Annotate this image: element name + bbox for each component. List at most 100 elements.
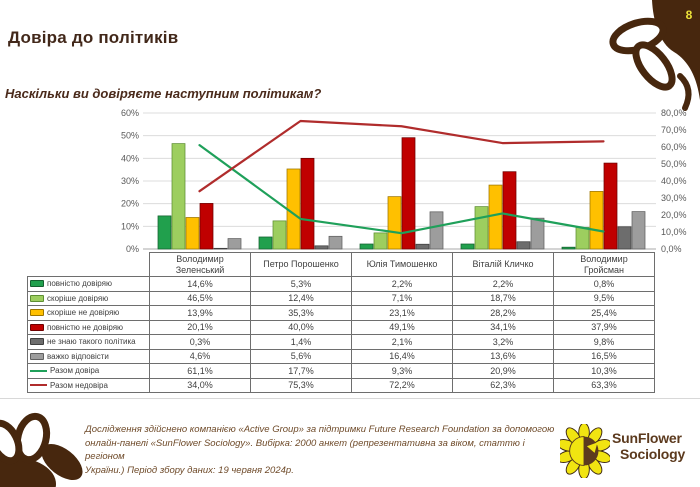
logo-text: SunFlower Sociology: [612, 430, 685, 462]
bar: [415, 243, 430, 250]
value-cell: 3,2%: [452, 334, 554, 350]
value-cell: 37,9%: [553, 319, 655, 335]
column-header: Віталій Кличко: [452, 252, 554, 277]
bar: [516, 241, 531, 250]
right-axis-tick: 50,0%: [661, 159, 687, 169]
bar: [185, 217, 200, 250]
corner-flower-decoration: 8: [609, 0, 700, 111]
legend-label: Разом довіра: [50, 366, 100, 376]
legend-cell: повністю довіряю: [27, 276, 150, 292]
methodology-line-3: України.) Період збору даних: 19 червня …: [85, 464, 294, 476]
right-axis-tick: 30,0%: [661, 193, 687, 203]
logo-text-line2: Sociology: [620, 446, 686, 462]
bar: [575, 227, 590, 250]
legend-swatch-icon: [30, 309, 44, 317]
bar: [157, 215, 172, 250]
corner-petal-curl: [677, 73, 692, 111]
table-row: Разом недовіра 34,0% 75,3% 72,2% 62,3% 63,3%: [27, 377, 655, 393]
bar: [286, 168, 301, 250]
footer-divider: [0, 398, 700, 399]
table-row: повністю довіряю 14,6% 5,3% 2,2% 2,2% 0,8%: [27, 276, 655, 292]
bar: [213, 247, 228, 250]
flower-petal-outline-2: [0, 419, 23, 465]
value-cell: 18,7%: [452, 290, 554, 306]
left-axis-tick: 20%: [121, 199, 139, 209]
table-row: Разом довіра 61,1% 17,7% 9,3% 20,9% 10,3%: [27, 363, 655, 379]
value-cell: 2,1%: [351, 334, 453, 350]
corner-petal-outline-2: [632, 41, 676, 91]
bar: [272, 220, 287, 250]
value-cell: 16,5%: [553, 348, 655, 364]
bar: [373, 232, 388, 250]
value-cell: 16,4%: [351, 348, 453, 364]
bar: [603, 162, 618, 250]
bottom-left-flower-decoration: [0, 412, 83, 487]
bar: [171, 143, 186, 250]
bar: [314, 245, 329, 250]
bar: [502, 171, 517, 250]
chart-svg: 0% 10% 20% 30% 40% 50% 60% 0,0% 10,0% 20,0% 30,0% 4…: [121, 108, 687, 254]
legend-cell: скоріше довіряю: [27, 290, 150, 306]
data-table: Володимир Зеленський Петро Порошенко Юлія …: [27, 252, 655, 393]
table-row: повністю не довіряю 20,1% 40,0% 49,1% 34,1% 3…: [27, 319, 655, 335]
bar: [328, 235, 343, 250]
value-cell: 5,3%: [250, 276, 352, 292]
value-cell: 0,3%: [149, 334, 251, 350]
value-cell: 12,4%: [250, 290, 352, 306]
bar: [227, 238, 242, 250]
bar: [387, 196, 402, 250]
value-cell: 28,2%: [452, 305, 554, 321]
column-header: Юлія Тимошенко: [351, 252, 453, 277]
legend-cell: важко відповісти: [27, 348, 150, 364]
methodology-note: Дослідження здійснено компанією «Active …: [85, 423, 560, 477]
legend-label: повністю не довіряю: [47, 322, 124, 332]
methodology-line-2: онлайн-панелі «SunFlower Sociology». Виб…: [85, 437, 525, 463]
bar: [258, 236, 273, 250]
value-cell: 25,4%: [553, 305, 655, 321]
trend-line: [198, 119, 605, 193]
right-axis-tick: 60,0%: [661, 142, 687, 152]
value-cell: 35,3%: [250, 305, 352, 321]
page-title: Довіра до політиків: [8, 28, 179, 47]
table-header-row: Володимир Зеленський Петро Порошенко Юлія …: [28, 252, 655, 277]
value-cell: 7,1%: [351, 290, 453, 306]
legend-label: повністю довіряю: [47, 279, 112, 289]
legend-label: скоріше довіряю: [47, 293, 109, 303]
value-cell: 72,2%: [351, 377, 453, 393]
value-cell: 13,6%: [452, 348, 554, 364]
value-cell: 40,0%: [250, 319, 352, 335]
right-axis-tick: 70,0%: [661, 125, 687, 135]
bar: [561, 246, 576, 250]
bar: [460, 243, 475, 250]
legend-line-icon: [30, 384, 47, 387]
left-axis-tick: 30%: [121, 176, 139, 186]
value-cell: 61,1%: [149, 363, 251, 379]
legend-swatch-icon: [30, 338, 44, 346]
bar: [474, 206, 489, 250]
value-cell: 17,7%: [250, 363, 352, 379]
legend-cell: повністю не довіряю: [27, 319, 150, 335]
legend-label: не знаю такого політика: [47, 337, 136, 347]
value-cell: 9,3%: [351, 363, 453, 379]
legend-label: скоріше не довіряю: [47, 308, 120, 318]
flower-base-solid: [0, 457, 56, 487]
value-cell: 75,3%: [250, 377, 352, 393]
legend-swatch-icon: [30, 294, 44, 302]
value-cell: 9,5%: [553, 290, 655, 306]
trust-chart: 0% 10% 20% 30% 40% 50% 60% 0,0% 10,0% 20,0% 30,0% 4…: [0, 105, 700, 257]
value-cell: 34,1%: [452, 319, 554, 335]
value-cell: 62,3%: [452, 377, 554, 393]
bar: [429, 211, 444, 250]
column-header: Петро Порошенко: [250, 252, 352, 277]
right-axis-tick: 0,0%: [661, 244, 682, 254]
table-corner-cell: [28, 253, 150, 277]
left-axis-tick: 0%: [126, 244, 139, 254]
value-cell: 20,9%: [452, 363, 554, 379]
value-cell: 63,3%: [553, 377, 655, 393]
bar: [530, 217, 545, 250]
legend-swatch-icon: [30, 323, 44, 331]
legend-cell: Разом довіра: [27, 363, 150, 379]
legend-cell: Разом недовіра: [27, 377, 150, 393]
sunflower-icon: [560, 424, 610, 478]
